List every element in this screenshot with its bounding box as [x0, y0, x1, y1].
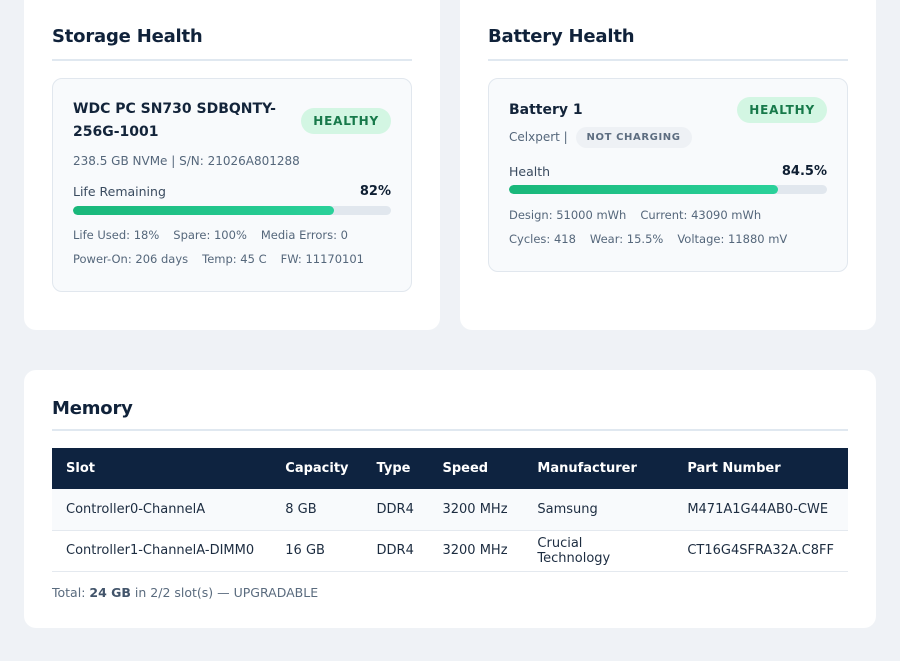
table-row: Controller0-ChannelA 8 GB DDR4 3200 MHz … — [52, 489, 848, 531]
type-cell: DDR4 — [362, 489, 429, 531]
column-header-part-number: Part Number — [687, 461, 781, 476]
life-used-stat: Life Used: 18% — [73, 228, 160, 242]
battery-device-panel: Battery 1 HEALTHY Celxpert | NOT CHARGIN… — [488, 78, 848, 272]
capacity-cell: 16 GB — [271, 530, 363, 572]
speed-cell: 3200 MHz — [428, 530, 524, 572]
storage-stats-row-2: Power-On: 206 days Temp: 45 C FW: 11170101 — [73, 252, 364, 266]
battery-stats-row-2: Cycles: 418 Wear: 15.5% Voltage: 11880 mV — [509, 232, 787, 246]
life-remaining-value: 82% — [359, 184, 391, 199]
summary-prefix: Total: — [52, 585, 90, 600]
storage-title-divider — [52, 59, 412, 61]
manufacturer-cell: Crucial Technology — [523, 530, 674, 572]
memory-table-header: Slot Capacity Type Speed Manufacturer Pa… — [52, 448, 848, 489]
health-bar — [509, 185, 827, 194]
design-capacity-stat: Design: 51000 mWh — [509, 208, 627, 222]
column-header-type: Type — [376, 461, 411, 476]
memory-summary: Total: 24 GB in 2/2 slot(s) — UPGRADABLE — [52, 585, 318, 600]
firmware-stat: FW: 11170101 — [280, 252, 364, 266]
table-row: Controller1-ChannelA-DIMM0 16 GB DDR4 32… — [52, 530, 848, 572]
storage-health-title: Storage Health — [52, 26, 203, 47]
storage-device-meta: 238.5 GB NVMe | S/N: 21026A801288 — [73, 154, 300, 168]
battery-status-badge: HEALTHY — [737, 97, 827, 123]
health-bar-fill — [509, 185, 778, 194]
part-number-cell: CT16G4SFRA32A.C8FF — [673, 530, 848, 572]
type-cell: DDR4 — [362, 530, 429, 572]
memory-title: Memory — [52, 398, 133, 419]
memory-table: Slot Capacity Type Speed Manufacturer Pa… — [52, 448, 848, 572]
life-remaining-label: Life Remaining — [73, 184, 166, 199]
storage-status-badge: HEALTHY — [301, 108, 391, 134]
media-errors-stat: Media Errors: 0 — [260, 228, 348, 242]
power-on-stat: Power-On: 206 days — [73, 252, 189, 266]
battery-stats-row-1: Design: 51000 mWh Current: 43090 mWh — [509, 208, 761, 222]
battery-vendor: Celxpert | — [509, 130, 568, 144]
life-remaining-bar-fill — [73, 206, 334, 215]
health-label: Health — [509, 164, 551, 179]
storage-device-panel: WDC PC SN730 SDBQNTY-256G-1001 HEALTHY 2… — [52, 78, 412, 292]
slot-cell: Controller1-ChannelA-DIMM0 — [52, 530, 272, 572]
battery-device-name: Battery 1 — [509, 102, 583, 118]
memory-card: Memory Slot Capacity Type Speed Manufact… — [24, 370, 876, 628]
column-header-slot: Slot — [66, 461, 95, 476]
wear-stat: Wear: 15.5% — [589, 232, 664, 246]
column-header-manufacturer: Manufacturer — [537, 461, 637, 476]
battery-title-divider — [488, 59, 848, 61]
charge-state-pill: NOT CHARGING — [575, 127, 692, 148]
spare-stat: Spare: 100% — [173, 228, 247, 242]
column-header-capacity: Capacity — [285, 461, 349, 476]
storage-health-card: Storage Health WDC PC SN730 SDBQNTY-256G… — [24, 0, 440, 330]
cycles-stat: Cycles: 418 — [509, 232, 576, 246]
battery-health-title: Battery Health — [488, 26, 635, 47]
battery-vendor-line: Celxpert | NOT CHARGING — [509, 127, 692, 148]
speed-cell: 3200 MHz — [428, 489, 524, 531]
health-value: 84.5% — [781, 164, 827, 179]
capacity-cell: 8 GB — [271, 489, 363, 531]
voltage-stat: Voltage: 11880 mV — [677, 232, 788, 246]
summary-total: 24 GB — [89, 585, 131, 600]
manufacturer-cell: Samsung — [523, 489, 674, 531]
temperature-stat: Temp: 45 C — [202, 252, 267, 266]
life-remaining-bar — [73, 206, 391, 215]
column-header-speed: Speed — [442, 461, 489, 476]
memory-title-divider — [52, 429, 848, 431]
slot-cell: Controller0-ChannelA — [52, 489, 272, 531]
storage-stats-row-1: Life Used: 18% Spare: 100% Media Errors: 0 — [73, 228, 348, 242]
summary-suffix: in 2/2 slot(s) — UPGRADABLE — [130, 585, 319, 600]
battery-health-card: Battery Health Battery 1 HEALTHY Celxper… — [460, 0, 876, 330]
part-number-cell: M471A1G44AB0-CWE — [673, 489, 848, 531]
current-capacity-stat: Current: 43090 mWh — [640, 208, 762, 222]
storage-device-name: WDC PC SN730 SDBQNTY-256G-1001 — [73, 101, 276, 140]
